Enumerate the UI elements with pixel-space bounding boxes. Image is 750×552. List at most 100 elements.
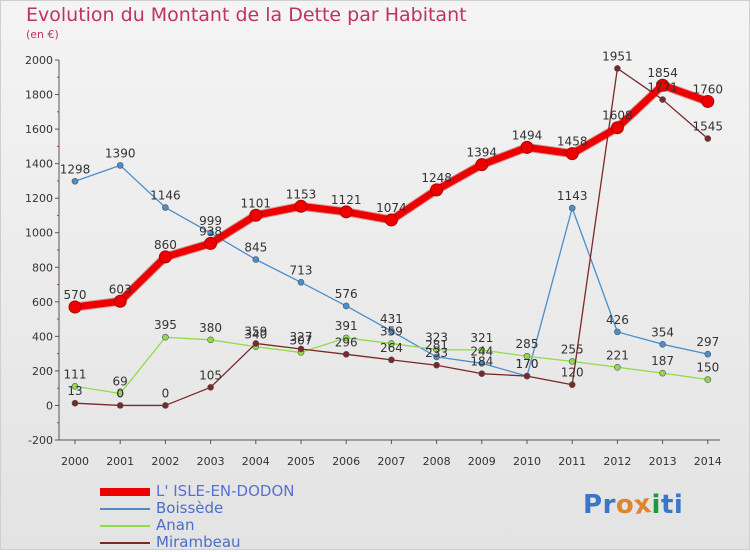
legend-label: Mirambeau — [156, 533, 241, 551]
data-point — [249, 208, 263, 222]
x-tick-label: 2013 — [649, 455, 677, 468]
data-label: 391 — [335, 319, 358, 333]
data-point — [478, 360, 486, 367]
data-label: 297 — [696, 335, 719, 349]
y-tick-label: 1400 — [25, 158, 53, 171]
data-label: 307 — [290, 333, 313, 347]
x-tick-label: 2002 — [151, 455, 179, 468]
data-label: 1771 — [647, 81, 678, 95]
data-label: 1143 — [557, 189, 588, 203]
y-tick-label: -200 — [28, 434, 53, 447]
data-label: 187 — [651, 354, 674, 368]
data-point — [610, 121, 624, 135]
data-label: 233 — [425, 346, 448, 360]
data-point — [71, 382, 79, 390]
brand-letter: t — [660, 490, 674, 520]
data-label: 380 — [199, 321, 222, 335]
data-point — [384, 213, 398, 227]
data-point — [614, 328, 621, 336]
y-tick-label: 600 — [32, 296, 53, 309]
data-label: 323 — [425, 331, 448, 345]
data-label: 1951 — [602, 49, 633, 63]
data-point — [568, 204, 576, 212]
x-tick-label: 2000 — [61, 455, 89, 468]
data-point — [568, 381, 576, 389]
x-tick-label: 2012 — [603, 455, 631, 468]
data-point — [523, 372, 531, 380]
data-label: 576 — [335, 287, 358, 301]
data-label: 69 — [113, 375, 128, 389]
data-label: 1394 — [467, 146, 498, 160]
data-point — [68, 300, 82, 314]
data-point — [116, 162, 124, 169]
legend-swatch — [100, 542, 150, 544]
data-label: 150 — [696, 361, 719, 375]
x-tick-label: 2011 — [558, 455, 586, 468]
data-label: 1545 — [693, 120, 724, 134]
data-point — [478, 346, 486, 354]
x-tick-label: 2009 — [468, 455, 496, 468]
data-label: 1121 — [331, 193, 362, 207]
x-tick-label: 2005 — [287, 455, 315, 468]
data-point — [207, 336, 214, 344]
data-label: 105 — [199, 368, 222, 382]
data-point — [704, 350, 712, 358]
data-point — [659, 341, 666, 348]
brand-logo: Proxiti — [583, 488, 684, 522]
data-point — [158, 250, 172, 264]
data-point — [614, 65, 621, 72]
data-point — [116, 402, 124, 409]
brand-letter: x — [632, 488, 654, 522]
data-label: 938 — [199, 224, 222, 238]
data-point — [204, 236, 218, 250]
data-label: 296 — [335, 335, 358, 349]
data-point — [478, 370, 486, 377]
chart-title: Evolution du Montant de la Dette par Hab… — [26, 4, 467, 26]
chart-subtitle: (en €) — [26, 28, 59, 41]
data-point — [116, 390, 124, 397]
data-point — [342, 351, 350, 358]
data-point — [339, 205, 353, 219]
data-point — [252, 340, 260, 347]
data-point — [701, 94, 715, 108]
brand-letter: r — [602, 490, 616, 520]
data-point — [71, 399, 79, 407]
data-point — [388, 340, 395, 347]
data-point — [297, 278, 305, 286]
brand-letter: i — [673, 490, 684, 520]
legend-swatch — [100, 525, 150, 527]
data-label: 244 — [470, 344, 493, 358]
data-point — [704, 135, 712, 142]
data-label: 327 — [290, 330, 313, 344]
data-label: 170 — [516, 357, 539, 371]
x-tick-label: 2007 — [377, 455, 405, 468]
x-tick-label: 2004 — [242, 455, 270, 468]
data-label: 359 — [244, 324, 267, 338]
data-label: 845 — [244, 241, 267, 255]
data-point — [207, 229, 214, 237]
data-label: 340 — [244, 328, 267, 342]
data-point — [342, 334, 350, 342]
x-tick-label: 2006 — [332, 455, 360, 468]
data-label: 713 — [290, 263, 313, 277]
data-label: 285 — [516, 337, 539, 351]
data-label: 860 — [154, 238, 177, 252]
data-point — [297, 345, 305, 353]
data-point — [433, 353, 440, 361]
brand-letter: o — [615, 490, 635, 520]
data-point — [523, 352, 531, 360]
y-tick-label: 2000 — [25, 54, 53, 67]
data-point — [520, 140, 534, 154]
data-point — [342, 302, 350, 310]
legend-label: Boissède — [156, 499, 224, 517]
data-point — [659, 369, 666, 377]
data-label: 426 — [606, 313, 629, 327]
data-label: 1390 — [105, 146, 136, 160]
brand-letter: P — [583, 490, 603, 520]
data-label: 111 — [64, 367, 87, 381]
data-point — [565, 147, 579, 161]
data-point — [475, 158, 489, 172]
data-label: 359 — [380, 324, 403, 338]
